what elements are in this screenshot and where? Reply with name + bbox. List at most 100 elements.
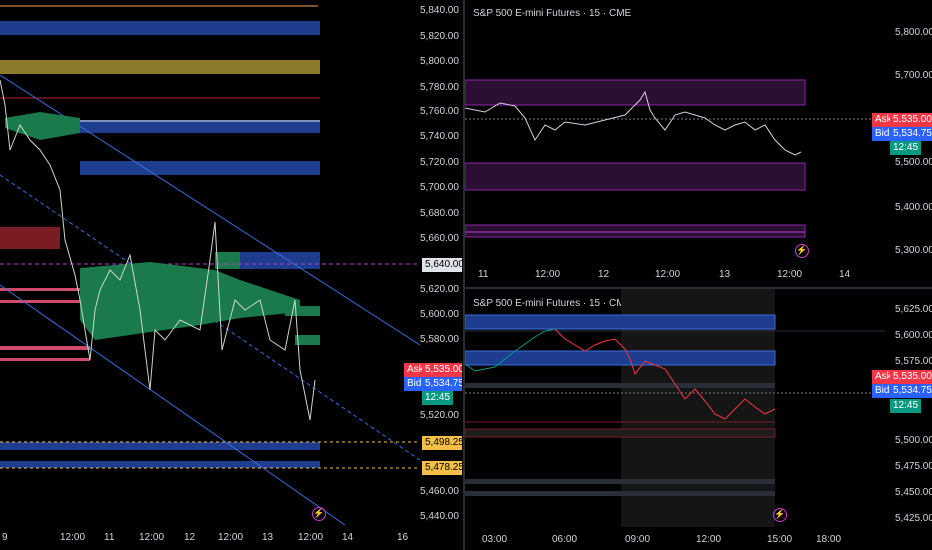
- price-label: 5,840.00: [420, 5, 459, 16]
- time-label: 03:00: [482, 534, 508, 545]
- supply-zone: [240, 252, 320, 269]
- price-label: 5,440.00: [420, 511, 459, 522]
- bid-label: Bid: [872, 127, 893, 141]
- supply-zone: [80, 120, 320, 133]
- price-label: 5,450.00: [895, 487, 932, 498]
- purple-zone: [465, 224, 806, 238]
- price-label: 5,500.00: [895, 435, 932, 446]
- channel-lower: [0, 284, 346, 525]
- price-label: 5,780.00: [420, 82, 459, 93]
- supply-zone: [0, 461, 320, 468]
- time-label: 15:00: [767, 534, 793, 545]
- purple-zone: [465, 79, 806, 106]
- time-label: 12:00: [655, 269, 681, 280]
- time-label: 11: [478, 269, 489, 280]
- ask-label: Ask: [872, 370, 895, 384]
- purple-zone: [465, 162, 806, 191]
- left-chart-canvas[interactable]: [0, 0, 420, 525]
- time-label: 12:00: [298, 532, 324, 543]
- top-right-chart-pane[interactable]: S&P 500 E-mini Futures · 15 · CME 5,800.…: [465, 0, 932, 287]
- left-chart-pane[interactable]: 5,840.00 5,820.00 5,800.00 5,780.00 5,76…: [0, 0, 462, 550]
- lightning-icon[interactable]: ⚡: [312, 507, 326, 521]
- lightning-icon[interactable]: ⚡: [773, 508, 787, 522]
- ask-label: Ask: [872, 113, 895, 127]
- top-right-price-axis[interactable]: 5,800.00 5,700.00 5,500.00 5,400.00 5,30…: [885, 0, 932, 262]
- supply-zone: [0, 21, 320, 35]
- time-label: 13: [262, 532, 274, 543]
- level-tag: 5,498.25: [422, 436, 462, 450]
- supply-zone: [465, 350, 776, 366]
- bottom-right-time-axis[interactable]: 03:00 06:00 09:00 12:00 15:00 18:00: [465, 530, 885, 550]
- time-label: 06:00: [552, 534, 578, 545]
- time-label: 14: [342, 532, 354, 543]
- ask-price-tag: 5,535.00: [890, 113, 932, 127]
- bid-label: Bid: [872, 384, 893, 398]
- left-time-axis[interactable]: 9 12:00 11 12:00 12 12:00 13 12:00 14 16: [0, 528, 420, 550]
- price-label: 5,800.00: [895, 27, 932, 38]
- price-label: 5,300.00: [895, 245, 932, 256]
- time-label: 9: [2, 532, 8, 543]
- level-tag: 5,640.00: [422, 258, 462, 272]
- time-label: 12:00: [696, 534, 722, 545]
- price-label: 5,740.00: [420, 131, 459, 142]
- price-label: 5,400.00: [895, 202, 932, 213]
- top-right-chart-canvas[interactable]: [465, 0, 885, 262]
- supply-zone: [0, 442, 320, 450]
- demand-zone: [0, 227, 60, 249]
- price-label: 5,700.00: [895, 70, 932, 81]
- price-label: 5,425.00: [895, 513, 932, 524]
- green-zone: [285, 306, 320, 316]
- pane-divider[interactable]: [463, 0, 465, 550]
- price-label: 5,600.00: [420, 309, 459, 320]
- chart-title: S&P 500 E-mini Futures · 15 · CME: [473, 298, 632, 309]
- gold-zone: [0, 60, 320, 74]
- supply-zone: [80, 161, 320, 175]
- left-price-axis[interactable]: 5,840.00 5,820.00 5,800.00 5,780.00 5,76…: [420, 0, 462, 525]
- time-label: 12:00: [139, 532, 165, 543]
- bottom-right-chart-canvas[interactable]: [465, 289, 885, 527]
- time-label: 18:00: [816, 534, 842, 545]
- time-label: 12:00: [218, 532, 244, 543]
- time-label: 14: [839, 269, 851, 280]
- green-zone: [295, 335, 320, 345]
- time-label: 09:00: [625, 534, 651, 545]
- price-label: 5,800.00: [420, 56, 459, 67]
- time-label: 13: [719, 269, 731, 280]
- bottom-right-chart-pane[interactable]: S&P 500 E-mini Futures · 15 · CME 5,625.…: [465, 289, 932, 550]
- bar-countdown: 12:45: [890, 399, 922, 413]
- time-label: 12:00: [777, 269, 803, 280]
- ask-price-tag: 5,535.00: [422, 363, 462, 377]
- price-label: 5,460.00: [420, 486, 459, 497]
- price-label: 5,760.00: [420, 106, 459, 117]
- price-label: 5,580.00: [420, 334, 459, 345]
- price-label: 5,700.00: [420, 182, 459, 193]
- price-label: 5,600.00: [895, 330, 932, 341]
- price-label: 5,720.00: [420, 157, 459, 168]
- time-label: 16: [397, 532, 409, 543]
- green-zone: [215, 252, 240, 269]
- lightning-icon[interactable]: ⚡: [795, 244, 809, 258]
- price-label: 5,680.00: [420, 208, 459, 219]
- level-tag: 5,478.25: [422, 461, 462, 475]
- price-label: 5,620.00: [420, 284, 459, 295]
- time-label: 12: [184, 532, 196, 543]
- price-label: 5,520.00: [420, 410, 459, 421]
- top-right-time-axis[interactable]: 11 12:00 12 12:00 13 12:00 14: [465, 266, 885, 286]
- chart-title: S&P 500 E-mini Futures · 15 · CME: [473, 8, 632, 19]
- price-label: 5,625.00: [895, 304, 932, 315]
- price-label: 5,475.00: [895, 461, 932, 472]
- bar-countdown: 12:45: [422, 391, 454, 405]
- time-label: 12: [598, 269, 610, 280]
- ask-price-tag: 5,535.00: [890, 370, 932, 384]
- time-label: 12:00: [60, 532, 86, 543]
- bid-price-tag: 5,534.75: [890, 384, 932, 398]
- time-label: 12:00: [535, 269, 561, 280]
- bottom-right-price-axis[interactable]: 5,625.00 5,600.00 5,575.00 5,500.00 5,47…: [885, 289, 932, 527]
- ask-label: Ask: [404, 363, 427, 377]
- bid-price-tag: 5,534.75: [422, 377, 462, 391]
- bid-label: Bid: [404, 377, 425, 391]
- bid-price-tag: 5,534.75: [890, 127, 932, 141]
- price-label: 5,575.00: [895, 356, 932, 367]
- supply-zone: [465, 314, 776, 330]
- pane-divider[interactable]: [465, 287, 932, 289]
